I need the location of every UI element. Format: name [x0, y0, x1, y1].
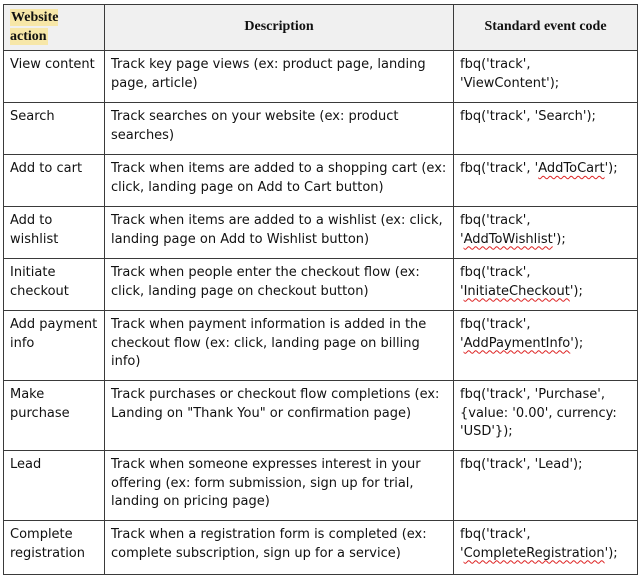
- website-action-cell: Initiate checkout: [3, 258, 105, 311]
- code-text: fbq('track', 'Purchase', {value: '0.00',…: [460, 387, 617, 439]
- website-action-cell: Complete registration: [3, 520, 105, 575]
- spellcheck-underlined-text: InitiateCheckout: [463, 283, 570, 299]
- website-action-cell: View content: [3, 50, 105, 103]
- code-text: fbq('track', 'Search');: [460, 109, 596, 124]
- code-text: ');: [569, 283, 583, 299]
- event-code-cell: fbq('track', 'InitiateCheckout');: [453, 258, 638, 311]
- table-row: Complete registration Track when a regist…: [3, 520, 638, 575]
- spellcheck-underlined-text: CompleteRegistration: [463, 545, 605, 561]
- table-header-row: Website action Description Standard even…: [3, 4, 638, 51]
- website-action-cell: Add to wishlist: [3, 206, 105, 259]
- description-cell: Track purchases or checkout flow complet…: [104, 380, 454, 451]
- description-cell: Track when someone expresses interest in…: [104, 450, 454, 521]
- description-cell: Track when payment information is added …: [104, 310, 454, 381]
- code-text: ');: [604, 545, 618, 561]
- event-code-cell: fbq('track', 'Lead');: [453, 450, 638, 521]
- code-text: ');: [552, 231, 566, 247]
- description-cell: Track key page views (ex: product page, …: [104, 50, 454, 103]
- table-row: Initiate checkout Track when people enter…: [3, 258, 638, 311]
- table-row: Lead Track when someone expresses interes…: [3, 450, 638, 521]
- description-cell: Track when people enter the checkout flo…: [104, 258, 454, 311]
- description-cell: Track searches on your website (ex: prod…: [104, 102, 454, 155]
- code-text: ');: [570, 335, 584, 351]
- description-cell: Track when items are added to a wishlist…: [104, 206, 454, 259]
- table-row: Make purchase Track purchases or checkout…: [3, 380, 638, 451]
- website-action-cell: Add payment info: [3, 310, 105, 381]
- description-cell: Track when a registration form is comple…: [104, 520, 454, 575]
- code-text: fbq('track', ': [460, 265, 531, 299]
- spellcheck-underlined-text: AddPaymentInfo: [463, 335, 571, 351]
- event-code-cell: fbq('track', 'CompleteRegistration');: [453, 520, 638, 575]
- event-code-cell: fbq('track', 'AddPaymentInfo');: [453, 310, 638, 381]
- website-action-cell: Add to cart: [3, 154, 105, 207]
- spellcheck-underlined-text: AddToCart: [538, 161, 605, 176]
- code-text: ');: [604, 161, 618, 176]
- event-code-cell: fbq('track', 'AddToCart');: [453, 154, 638, 207]
- header-event-code: Standard event code: [453, 4, 638, 51]
- spellcheck-underlined-text: AddToWishlist: [463, 231, 553, 247]
- website-action-cell: Lead: [3, 450, 105, 521]
- event-code-cell: fbq('track', 'Purchase', {value: '0.00',…: [453, 380, 638, 451]
- code-text: fbq('track', 'Lead');: [460, 457, 583, 472]
- code-text: fbq('track', ': [460, 161, 539, 176]
- table-row: Add payment info Track when payment infor…: [3, 310, 638, 381]
- table-row: Add to wishlist Track when items are adde…: [3, 206, 638, 259]
- event-code-cell: fbq('track', 'ViewContent');: [453, 50, 638, 103]
- code-text: fbq('track', ': [460, 527, 531, 561]
- table-row: Search Track searches on your website (ex…: [3, 102, 638, 155]
- website-action-cell: Search: [3, 102, 105, 155]
- highlighted-header-text: Website action: [10, 9, 59, 45]
- header-description: Description: [104, 4, 454, 51]
- header-website-action: Website action: [3, 4, 105, 51]
- facebook-pixel-events-table: Website action Description Standard even…: [3, 4, 638, 575]
- table-row: View content Track key page views (ex: pr…: [3, 50, 638, 103]
- code-text: fbq('track', ': [460, 213, 531, 247]
- table-row: Add to cart Track when items are added to…: [3, 154, 638, 207]
- code-text: fbq('track', ': [460, 317, 531, 351]
- code-text: fbq('track', 'ViewContent');: [460, 57, 560, 91]
- website-action-cell: Make purchase: [3, 380, 105, 451]
- description-cell: Track when items are added to a shopping…: [104, 154, 454, 207]
- event-code-cell: fbq('track', 'Search');: [453, 102, 638, 155]
- event-code-cell: fbq('track', 'AddToWishlist');: [453, 206, 638, 259]
